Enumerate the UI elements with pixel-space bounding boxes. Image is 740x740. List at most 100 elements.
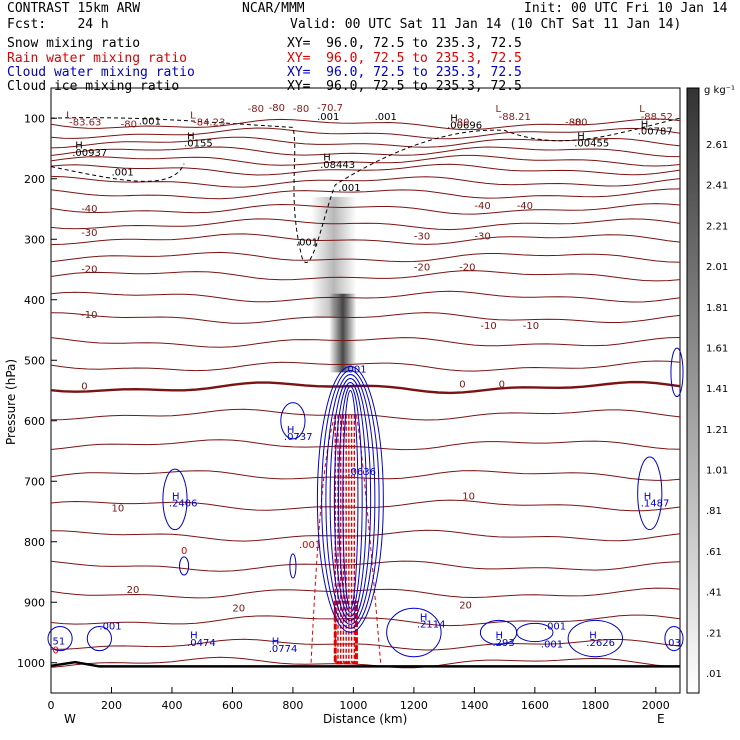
contour-annotation: .2114 (417, 620, 446, 631)
contour-annotation: .0636 (347, 467, 376, 478)
isotherm-line (50, 188, 681, 200)
isotherm-label: -30 (81, 228, 97, 239)
forecast-hour: Fcst: 24 h (7, 17, 109, 32)
y-tick-label: 300 (24, 233, 45, 246)
contour-annotation: -80 (293, 104, 309, 115)
colorbar-label: 2.41 (706, 181, 728, 192)
contour-annotation: -80 (248, 104, 264, 115)
cloud-water-contour (162, 468, 188, 531)
isotherm-line (50, 270, 681, 282)
contour-annotation: .293 (493, 638, 515, 649)
org-label: NCAR/MMM (242, 1, 305, 16)
contour-annotation: .00787 (638, 127, 673, 138)
contour-annotation: -84.23 (193, 118, 225, 129)
contour-annotation: .08443 (320, 160, 355, 171)
cloud-water-contour (289, 553, 297, 579)
isotherm-line (51, 638, 681, 651)
y-tick-label: 700 (24, 475, 45, 488)
contour-annotation: L (639, 104, 645, 115)
x-tick-label: 400 (161, 699, 182, 712)
contour-annotation: .001 (296, 237, 318, 248)
isotherm-line (50, 146, 681, 158)
field-snow-xy: XY= 96.0, 72.5 to 235.3, 72.5 (287, 36, 522, 51)
contour-annotation: H (287, 425, 295, 436)
contour-annotation: H (172, 491, 180, 502)
contour-annotation: .1487 (641, 499, 670, 510)
colorbar-label: 1.41 (706, 384, 728, 395)
y-axis-label: Pressure (hPa) (4, 359, 18, 445)
isotherm-line (50, 360, 681, 372)
contour-annotation: .001 (544, 622, 566, 633)
isotherm-line (50, 218, 681, 231)
x-tick-label: 0 (48, 699, 55, 712)
colorbar-label: .41 (706, 588, 722, 599)
isotherm-line (50, 203, 681, 215)
isotherm-label: -10 (480, 321, 496, 332)
isotherm-label: -10 (523, 321, 539, 332)
contour-annotation: 0 (181, 546, 187, 557)
contour-annotation: .0737 (284, 432, 313, 443)
init-time: Init: 00 UTC Fri 10 Jan 14 (524, 1, 728, 16)
contour-annotation: .001 (344, 364, 366, 375)
contour-annotation: .001 (99, 622, 121, 633)
isotherm-line (50, 499, 681, 512)
valid-time: Valid: 00 UTC Sat 11 Jan 14 (10 ChT Sat … (290, 17, 682, 32)
isotherm-line (50, 233, 681, 246)
isotherm-label: 0 (459, 380, 465, 391)
contour-annotation: .00455 (574, 139, 609, 150)
x-east-label: E (657, 712, 665, 726)
contour-annotation: -88.21 (499, 112, 531, 123)
x-tick-label: 1200 (400, 699, 428, 712)
cloud-water-contour (670, 347, 684, 398)
field-cloud-ice-xy: XY= 96.0, 72.5 to 235.3, 72.5 (287, 79, 522, 94)
contour-annotation: H (641, 119, 649, 130)
isotherm-label: -80 (571, 118, 587, 129)
y-tick-label: 900 (24, 596, 45, 609)
colorbar-label: 1.01 (706, 466, 728, 477)
cloud-water-contour (386, 607, 442, 658)
cloud-water-contour (321, 370, 380, 629)
colorbar-label: .21 (706, 628, 722, 639)
isotherm-line (50, 560, 681, 572)
field-rain-name: Rain water mixing ratio (7, 51, 188, 66)
cloud-water-contour (567, 619, 624, 658)
y-tick-label: 500 (24, 354, 45, 367)
isotherm-label: 20 (232, 603, 245, 614)
rain-outer-contour (355, 414, 382, 663)
contour-annotation: .00937 (72, 148, 107, 159)
y-tick-label: 100 (24, 112, 45, 125)
isotherm-line (50, 118, 681, 131)
cloud-water-contour (280, 402, 306, 440)
contour-annotation: H (496, 631, 504, 642)
y-tick-label: 1000 (17, 657, 45, 670)
contour-annotation: .2626 (586, 638, 615, 649)
isotherm-label: -40 (474, 201, 490, 212)
isotherm-label: 10 (112, 504, 125, 515)
contour-annotation: H (420, 612, 428, 623)
colorbar-label: .61 (706, 547, 722, 558)
colorbar-unit: g kg⁻¹ (704, 85, 735, 96)
cloud-ice-contour (50, 163, 185, 182)
contour-annotation: -70.7 (317, 103, 343, 114)
contour-annotation: .001 (299, 540, 321, 551)
colorbar-label: 1.81 (706, 303, 728, 314)
y-tick-label: 600 (24, 415, 45, 428)
cloud-water-contour (516, 622, 554, 643)
colorbar (686, 87, 700, 694)
contour-annotation: H (450, 113, 458, 124)
isotherm-label: 10 (462, 491, 475, 502)
isotherm-line (50, 656, 681, 669)
colorbar-label: .81 (706, 506, 722, 517)
contour-annotation: L (496, 104, 502, 115)
field-cloud-water-xy: XY= 96.0, 72.5 to 235.3, 72.5 (287, 65, 522, 80)
contour-annotation: L (190, 110, 196, 121)
x-axis-label: Distance (km) (323, 712, 407, 726)
colorbar-label: 1.21 (706, 425, 728, 436)
contour-annotation: H (577, 131, 585, 142)
contour-annotation: .03 (665, 638, 681, 649)
contour-annotation: -80 (565, 118, 581, 129)
isotherm-label: 0 (499, 380, 505, 391)
field-cloud-ice-name: Cloud ice mixing ratio (7, 79, 180, 94)
isotherm-label: -30 (474, 231, 490, 242)
